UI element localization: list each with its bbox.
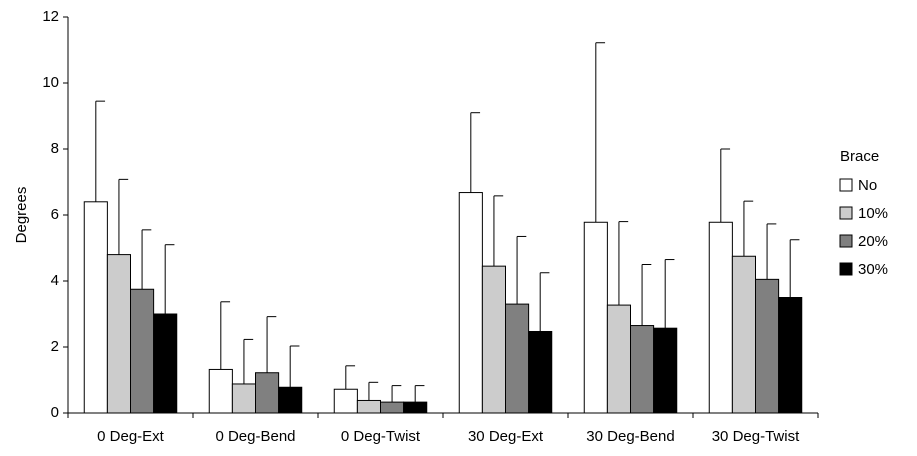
bar (731, 255, 756, 414)
y-tick-label: 10 (42, 74, 59, 91)
bar (778, 297, 803, 414)
y-tick-label: 12 (42, 8, 59, 25)
y-axis-label: Degrees (13, 187, 30, 244)
x-tick-label: 30 Deg-Bend (586, 428, 674, 445)
bar (153, 313, 178, 414)
legend-label: 20% (858, 233, 888, 250)
bar (708, 221, 733, 414)
bar (583, 221, 608, 414)
bar (458, 192, 483, 414)
legend-swatch (839, 206, 853, 220)
x-tick-label: 0 Deg-Bend (215, 428, 295, 445)
bar (231, 383, 256, 414)
bar (505, 303, 530, 414)
legend-swatch (839, 178, 853, 192)
bar (380, 401, 405, 414)
y-tick-label: 2 (51, 338, 59, 355)
bar (255, 372, 280, 414)
bar (653, 327, 678, 414)
legend-label: 30% (858, 261, 888, 278)
x-tick-label: 0 Deg-Ext (97, 428, 165, 445)
bar (208, 368, 233, 414)
bar (130, 288, 155, 414)
bar (83, 201, 108, 414)
bar (403, 401, 428, 414)
y-tick-label: 8 (51, 140, 59, 157)
x-tick-label: 30 Deg-Ext (468, 428, 544, 445)
x-tick-label: 0 Deg-Twist (341, 428, 421, 445)
legend-swatch (839, 234, 853, 248)
bar (356, 399, 381, 414)
bar (333, 388, 358, 414)
y-tick-label: 0 (51, 404, 59, 421)
bar (528, 330, 553, 414)
bar (606, 304, 631, 414)
bar (755, 278, 780, 414)
bar (481, 265, 506, 414)
y-tick-label: 6 (51, 206, 59, 223)
y-tick-label: 4 (51, 272, 59, 289)
legend-title: Brace (840, 148, 879, 165)
x-tick-label: 30 Deg-Twist (712, 428, 800, 445)
bar (630, 325, 655, 414)
legend-label: 10% (858, 205, 888, 222)
legend-swatch (839, 262, 853, 276)
bar (278, 386, 303, 414)
bar (106, 254, 131, 414)
legend-label: No (858, 177, 877, 194)
